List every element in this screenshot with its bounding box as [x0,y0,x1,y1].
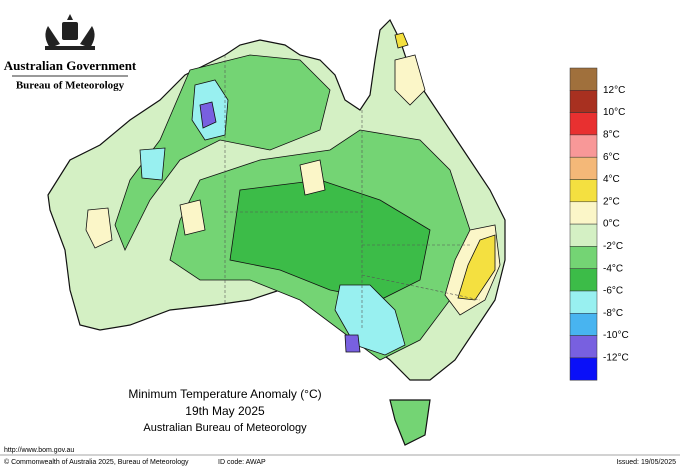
government-name: Australian Government [4,58,137,73]
legend-label: 2°C [603,196,620,207]
legend-swatch [569,313,598,336]
legend-swatch [569,357,598,381]
legend-label: 8°C [603,130,620,141]
legend-swatch [569,335,598,359]
legend-swatch [569,179,598,203]
legend-label: 0°C [603,219,620,230]
legend-label: 6°C [603,152,620,163]
legend-label: -4°C [603,263,623,274]
legend-label: -2°C [603,241,623,252]
legend-label: -8°C [603,308,623,319]
legend-swatch [569,112,598,136]
anomaly-regions [85,32,501,361]
legend-swatch [569,134,598,158]
legend: 12°C 10°C 8°C 6°C 4°C 2°C 0°C -2°C -4°C -6°C -8°C -… [569,67,629,381]
legend-label: -10°C [603,330,629,341]
legend-label: -12°C [603,353,629,364]
state-borders [224,55,481,330]
coat-of-arms [45,14,95,50]
legend-swatch [569,67,598,91]
footer-copyright: © Commonwealth of Australia 2025, Bureau… [4,458,189,466]
legend-swatch [569,223,598,247]
legend-label: -6°C [603,286,623,297]
agency-name: Bureau of Meteorology [16,80,125,92]
map-source: Australian Bureau of Meteorology [143,422,307,434]
legend-swatch [569,156,598,180]
legend-swatch [569,90,598,113]
legend-label: 10°C [603,107,625,118]
legend-swatch [569,246,598,269]
footer-id-code: ID code: AWAP [218,459,266,466]
footer-url: http://www.bom.gov.au [4,447,74,454]
legend-swatch [569,290,598,314]
map-title: Minimum Temperature Anomaly (°C) [128,387,321,401]
legend-swatch [569,201,598,225]
map-date: 19th May 2025 [185,404,265,418]
legend-label: 4°C [603,174,620,185]
legend-swatch [569,268,598,292]
legend-label: 12°C [603,85,625,96]
footer-issued: Issued: 19/05/2025 [616,459,676,466]
